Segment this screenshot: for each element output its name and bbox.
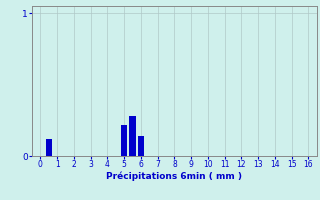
Bar bbox=[138, 136, 144, 156]
Bar bbox=[121, 125, 127, 156]
Bar bbox=[45, 139, 52, 156]
Bar bbox=[129, 116, 136, 156]
X-axis label: Précipitations 6min ( mm ): Précipitations 6min ( mm ) bbox=[106, 172, 243, 181]
